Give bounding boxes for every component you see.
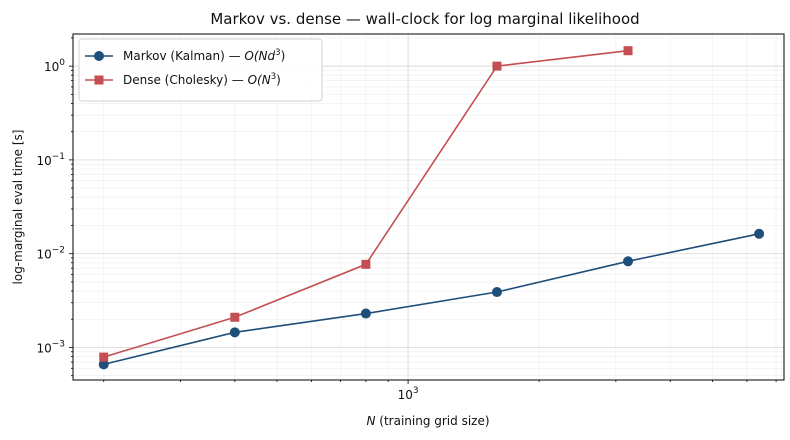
data-point [98, 359, 109, 370]
series-layer [98, 46, 765, 370]
series-markov [98, 228, 765, 370]
x-axis-label: N (training grid size) [366, 414, 489, 428]
data-point [623, 46, 633, 56]
data-point [492, 61, 502, 71]
data-point [623, 256, 634, 267]
legend-label: Dense (Cholesky) — O(N3) [123, 72, 281, 87]
x-axis-label-symbol: N [366, 414, 375, 428]
y-tick-label: 10−3 [36, 339, 65, 355]
data-point [230, 312, 240, 322]
x-axis: 103 [103, 380, 777, 402]
legend-entries: Markov (Kalman) — O(Nd3) Dense (Cholesky)… [85, 48, 285, 87]
legend-box [78, 38, 323, 102]
x-tick-label: 103 [398, 386, 419, 402]
y-tick-label: 100 [44, 58, 65, 74]
y-axis: 10−3 10−2 10−1 100 [36, 37, 73, 377]
legend-entry: Markov (Kalman) — O(Nd3) [85, 48, 285, 63]
series-dense [99, 46, 633, 362]
x-axis-label-text: (training grid size) [375, 414, 489, 428]
data-point [360, 308, 371, 319]
y-tick-label: 10−2 [36, 246, 65, 262]
y-axis-label: log-marginal eval time [s] [11, 130, 25, 285]
legend: Markov (Kalman) — O(Nd3) Dense (Cholesky)… [78, 38, 323, 102]
data-point [229, 327, 240, 338]
legend-marker [94, 51, 104, 61]
legend-marker [94, 75, 104, 85]
legend-label: Markov (Kalman) — O(Nd3) [123, 48, 285, 63]
plot-frame [72, 33, 785, 381]
data-point [361, 259, 371, 269]
series-line [103, 233, 760, 366]
chart-title: Markov vs. dense — wall-clock for log ma… [210, 10, 639, 28]
y-tick-label: 10−1 [36, 152, 65, 168]
legend-entry: Dense (Cholesky) — O(N3) [85, 72, 281, 87]
data-point [99, 352, 109, 362]
data-point [491, 287, 502, 298]
data-point [754, 228, 765, 239]
